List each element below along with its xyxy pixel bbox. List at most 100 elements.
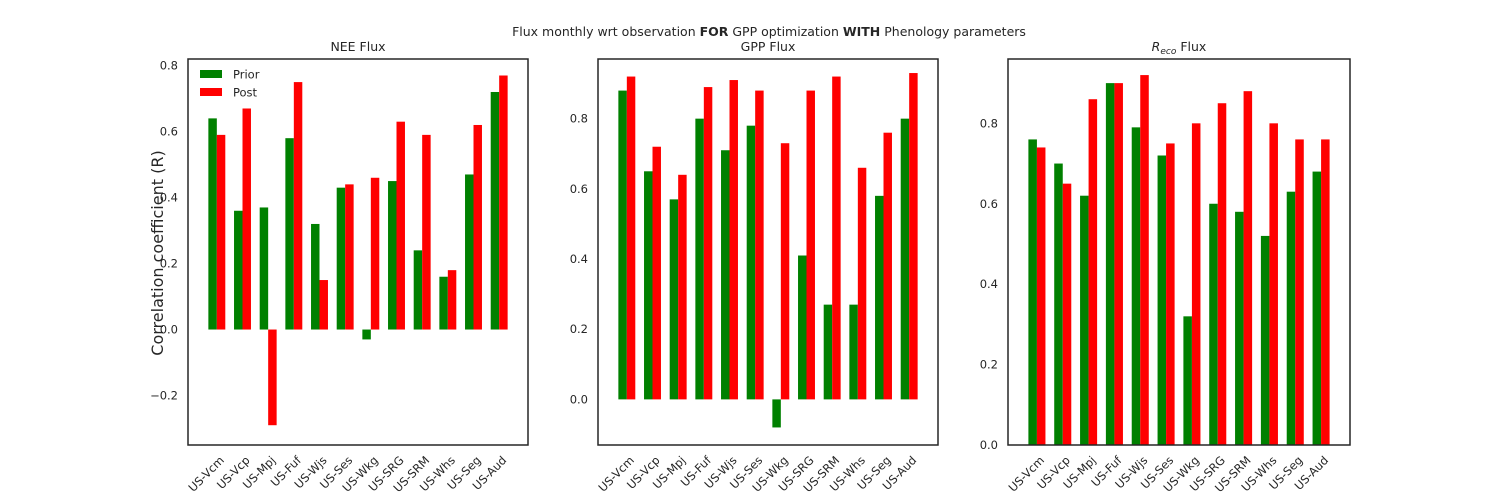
reco-y-tick-label: 0.2 bbox=[980, 358, 998, 372]
nee-post-bar-us-wjs bbox=[319, 280, 328, 330]
nee-prior-bar-us-srm bbox=[413, 250, 423, 330]
reco-post-bar-us-wkg bbox=[1191, 123, 1201, 445]
reco-prior-bar-us-ses bbox=[1157, 155, 1167, 445]
reco-prior-bar-us-seg bbox=[1286, 191, 1296, 445]
gpp-prior-bar-us-wjs bbox=[721, 150, 730, 400]
nee-post-bar-us-fuf bbox=[293, 82, 303, 330]
nee-prior-bar-us-vcp bbox=[234, 210, 243, 330]
legend-label-post: Post bbox=[233, 86, 258, 100]
legend-swatch-post bbox=[200, 88, 222, 96]
reco-title-symbol: R bbox=[1152, 39, 1161, 54]
reco-post-bar-us-mpj bbox=[1088, 99, 1098, 446]
nee-post-bar-us-seg bbox=[473, 124, 482, 330]
gpp-post-bar-us-vcp bbox=[652, 146, 661, 400]
suptitle-pre: Flux monthly wrt observation bbox=[512, 24, 700, 39]
nee-prior-bar-us-srg bbox=[388, 181, 397, 330]
reco-prior-bar-us-srm bbox=[1235, 211, 1244, 445]
nee-prior-bar-us-vcm bbox=[208, 118, 217, 330]
nee-y-tick-label: 0.2 bbox=[160, 257, 178, 271]
nee-post-bar-us-wkg bbox=[370, 177, 380, 330]
nee-post-bar-us-vcm bbox=[216, 134, 226, 330]
nee-axes-frame bbox=[187, 58, 529, 446]
nee-prior-bar-us-fuf bbox=[285, 138, 294, 330]
reco-post-bar-us-seg bbox=[1295, 139, 1304, 446]
reco-y-tick-label: 0.4 bbox=[980, 277, 998, 291]
reco-post-bar-us-ses bbox=[1166, 143, 1175, 445]
reco-y-tick-label: 0.0 bbox=[980, 438, 998, 452]
nee-flux-panel: −0.20.00.20.40.60.8US-VcmUS-VcpUS-MpjUS-… bbox=[150, 39, 529, 495]
gpp-prior-bar-us-seg bbox=[875, 195, 884, 400]
gpp-axes-frame bbox=[597, 58, 939, 446]
gpp-prior-bar-us-srm bbox=[823, 304, 833, 400]
gpp-prior-bar-us-mpj bbox=[669, 199, 679, 400]
gpp-y-tick-label: 0.4 bbox=[570, 252, 588, 266]
reco-prior-bar-us-mpj bbox=[1080, 195, 1089, 445]
nee-prior-bar-us-ses bbox=[336, 187, 346, 330]
gpp-prior-bar-us-wkg bbox=[772, 399, 781, 428]
reco-post-bar-us-fuf bbox=[1114, 83, 1123, 446]
nee-y-tick-label: 0.4 bbox=[160, 191, 178, 205]
suptitle-bold-for: FOR bbox=[700, 24, 729, 39]
gpp-post-bar-us-seg bbox=[883, 132, 892, 400]
gpp-post-bar-us-whs bbox=[857, 167, 867, 400]
nee-prior-bar-us-seg bbox=[465, 174, 474, 330]
gpp-post-bar-us-wjs bbox=[729, 80, 738, 400]
reco-prior-bar-us-vcp bbox=[1054, 163, 1063, 446]
nee-prior-bar-us-whs bbox=[439, 276, 448, 330]
gpp-prior-bar-us-whs bbox=[849, 304, 858, 400]
gpp-post-bar-us-wkg bbox=[780, 143, 790, 400]
nee-panel-title: NEE Flux bbox=[330, 39, 385, 54]
gpp-prior-bar-us-vcm bbox=[618, 90, 627, 400]
reco-post-bar-us-srg bbox=[1217, 103, 1227, 445]
gpp-prior-bar-us-fuf bbox=[695, 118, 704, 400]
figure-suptitle: Flux monthly wrt observation FOR GPP opt… bbox=[512, 24, 1026, 39]
nee-y-tick-label: 0.8 bbox=[160, 59, 178, 73]
gpp-post-bar-us-srm bbox=[832, 76, 841, 400]
reco-axes-frame bbox=[1007, 58, 1351, 446]
gpp-prior-bar-us-aud bbox=[900, 118, 910, 400]
gpp-prior-bar-us-srg bbox=[798, 255, 807, 400]
gpp-post-bar-us-aud bbox=[909, 73, 918, 400]
reco-flux-panel: 0.00.20.40.60.8US-VcmUS-VcpUS-MpjUS-FufU… bbox=[980, 39, 1351, 495]
reco-prior-bar-us-wkg bbox=[1183, 316, 1192, 445]
nee-prior-bar-us-wkg bbox=[362, 329, 371, 340]
gpp-y-tick-label: 0.2 bbox=[570, 322, 588, 336]
nee-post-bar-us-ses bbox=[345, 184, 354, 330]
gpp-prior-bar-us-ses bbox=[746, 125, 756, 400]
nee-post-bar-us-srg bbox=[396, 121, 405, 330]
nee-prior-bar-us-aud bbox=[490, 91, 500, 330]
gpp-post-bar-us-mpj bbox=[678, 174, 687, 400]
reco-panel-title: Reco Flux bbox=[1152, 39, 1207, 57]
nee-post-bar-us-mpj bbox=[268, 329, 277, 426]
gpp-y-tick-label: 0.0 bbox=[570, 392, 588, 406]
gpp-y-tick-label: 0.8 bbox=[570, 112, 588, 126]
gpp-post-bar-us-vcm bbox=[626, 76, 636, 400]
reco-post-bar-us-wjs bbox=[1140, 75, 1149, 445]
reco-y-tick-label: 0.6 bbox=[980, 197, 998, 211]
legend-label-prior: Prior bbox=[233, 68, 260, 82]
suptitle-mid: GPP optimization bbox=[728, 24, 842, 39]
reco-prior-bar-us-wjs bbox=[1131, 127, 1141, 445]
nee-post-bar-us-srm bbox=[422, 134, 431, 330]
reco-post-bar-us-vcm bbox=[1036, 147, 1046, 445]
reco-post-bar-us-vcp bbox=[1062, 183, 1072, 445]
legend-swatch-prior bbox=[200, 70, 222, 78]
reco-title-rest: Flux bbox=[1176, 39, 1206, 54]
gpp-post-bar-us-srg bbox=[806, 90, 815, 400]
nee-y-tick-label: 0.6 bbox=[160, 125, 178, 139]
reco-prior-bar-us-aud bbox=[1312, 171, 1322, 445]
reco-post-bar-us-srm bbox=[1243, 91, 1253, 446]
nee-y-tick-label: −0.2 bbox=[150, 389, 178, 403]
reco-y-tick-label: 0.8 bbox=[980, 116, 998, 130]
nee-prior-bar-us-wjs bbox=[311, 223, 320, 330]
suptitle-post: Phenology parameters bbox=[880, 24, 1026, 39]
gpp-flux-panel: 0.00.20.40.60.8US-VcmUS-VcpUS-MpjUS-FufU… bbox=[570, 39, 939, 495]
nee-post-bar-us-aud bbox=[499, 75, 508, 330]
reco-prior-bar-us-vcm bbox=[1028, 139, 1037, 446]
reco-post-bar-us-aud bbox=[1321, 139, 1330, 446]
gpp-post-bar-us-ses bbox=[755, 90, 764, 400]
gpp-prior-bar-us-vcp bbox=[644, 171, 653, 400]
nee-post-bar-us-whs bbox=[447, 270, 457, 330]
gpp-y-tick-label: 0.6 bbox=[570, 182, 588, 196]
